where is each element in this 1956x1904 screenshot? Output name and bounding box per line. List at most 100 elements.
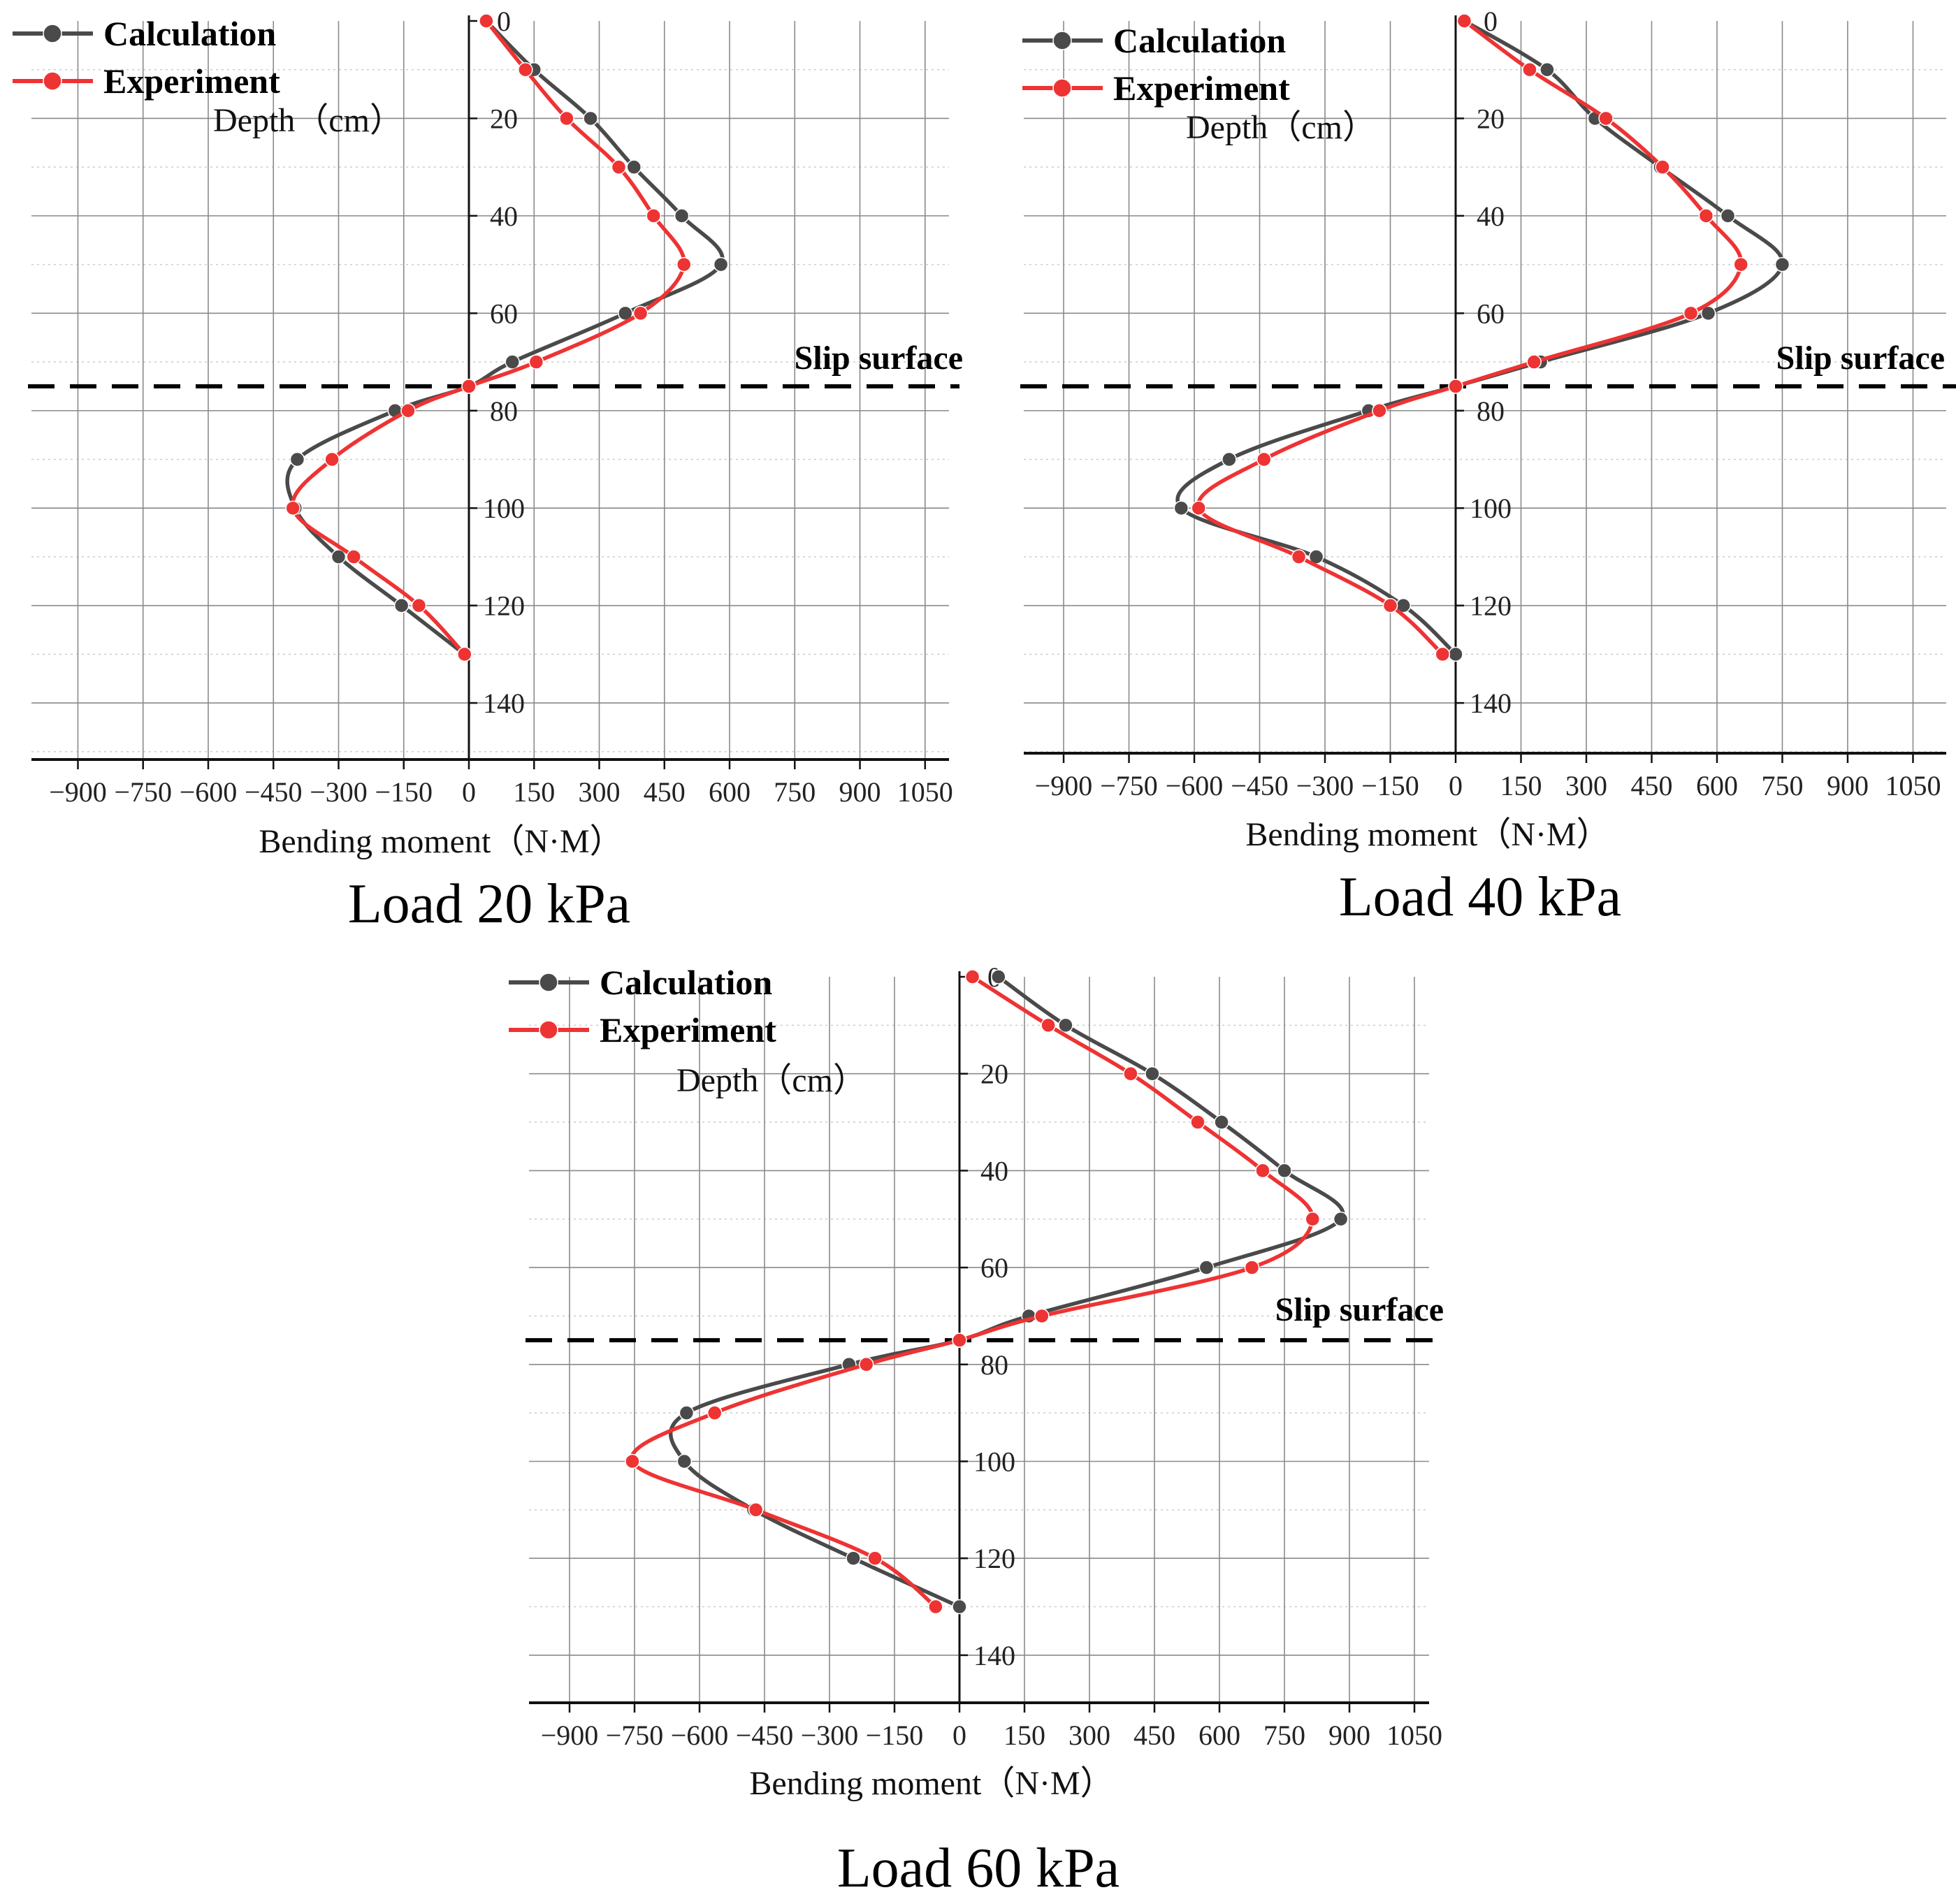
y-tick-label: 140 (1470, 688, 1512, 719)
x-tick-label: −750 (606, 1720, 664, 1751)
data-point (528, 354, 544, 370)
x-tick-label: 0 (462, 776, 476, 808)
data-point (1173, 500, 1189, 516)
chart-panel-2: −900 −750 −600 −450 −300 −150 0 150 300 450 600 750… (1020, 6, 1956, 928)
data-point (713, 256, 729, 272)
x-axis-title: Bending moment（N·M） (1245, 816, 1609, 853)
data-point (858, 1357, 874, 1372)
y-tick-label: 100 (973, 1446, 1015, 1478)
x-tick-label: −600 (671, 1720, 729, 1751)
y-tick-label: 80 (1477, 395, 1505, 427)
y-tick-label: 140 (483, 688, 525, 719)
data-point (1214, 1114, 1229, 1130)
y-tick-label: 60 (1477, 298, 1505, 329)
data-point (952, 1332, 967, 1348)
data-point (289, 451, 305, 467)
chart-panel-3: −900 −750 −600 −450 −300 −150 0 150 300 450 600 750… (509, 961, 1444, 1899)
legend-label: Experiment (103, 61, 280, 101)
data-point (411, 597, 427, 613)
x-tick-label: 900 (839, 776, 881, 808)
data-point (1522, 61, 1537, 78)
data-point (1372, 403, 1387, 419)
y-tick-label: 0 (1484, 6, 1498, 37)
data-point (676, 1453, 693, 1469)
y-tick-label: 40 (1477, 201, 1505, 232)
x-tick-label: −150 (1361, 770, 1419, 801)
data-point (324, 451, 340, 467)
data-point (991, 969, 1006, 984)
x-tick-label: 600 (709, 776, 751, 808)
data-point (625, 1453, 640, 1469)
y-axis-title: Depth（cm） (213, 102, 403, 139)
legend-swatch-marker (1052, 78, 1072, 98)
data-point (1683, 305, 1699, 321)
legend-label: Experiment (600, 1010, 776, 1049)
data-point (1382, 597, 1398, 613)
data-point (1655, 159, 1670, 175)
y-tick-label: 20 (980, 1059, 1008, 1090)
x-tick-label: 450 (644, 776, 686, 808)
data-point (1526, 354, 1542, 370)
data-point (611, 159, 627, 175)
slip-surface-label: Slip surface (1776, 340, 1945, 377)
x-tick-label: −450 (245, 776, 303, 808)
x-tick-label: 0 (1449, 770, 1463, 801)
y-tick-label: 80 (980, 1349, 1008, 1381)
x-tick-label: 450 (1133, 1720, 1175, 1751)
x-tick-label: 750 (1761, 770, 1803, 801)
data-point (1540, 61, 1555, 78)
data-point (632, 305, 649, 321)
x-tick-label: 1050 (897, 776, 953, 808)
x-tick-label: 150 (1500, 770, 1542, 801)
series-line (630, 975, 1315, 1608)
data-point (626, 159, 642, 175)
legend-label: Calculation (1113, 21, 1286, 60)
data-point (1058, 1017, 1073, 1033)
data-point (964, 969, 980, 984)
data-point (1191, 500, 1207, 516)
x-tick-label: 600 (1696, 770, 1738, 801)
data-point (1333, 1212, 1349, 1227)
data-point (457, 646, 472, 662)
x-tick-label: −300 (310, 776, 368, 808)
y-tick-label: 140 (973, 1640, 1015, 1671)
y-tick-label: 60 (980, 1252, 1008, 1284)
y-tick-label: 120 (973, 1543, 1015, 1574)
y-axis-title: Depth（cm） (676, 1062, 867, 1099)
data-point (346, 549, 361, 565)
data-point (1145, 1066, 1160, 1082)
y-tick-label: 80 (490, 395, 518, 427)
x-tick-label: −600 (180, 776, 238, 808)
data-point (1123, 1066, 1138, 1082)
x-tick-label: −600 (1166, 770, 1224, 801)
data-point (583, 110, 598, 126)
gridlines (31, 21, 949, 760)
x-tick-label: −900 (541, 1720, 599, 1751)
x-tick-label: −750 (1100, 770, 1158, 801)
legend-swatch-marker (539, 973, 558, 992)
y-tick-label: 100 (1470, 493, 1512, 524)
x-tick-label: 600 (1198, 1720, 1240, 1751)
data-point (676, 256, 692, 272)
data-point (1598, 110, 1614, 126)
legend-swatch-marker (1052, 31, 1072, 50)
x-tick-label: −450 (1231, 770, 1289, 801)
x-tick-label: 300 (579, 776, 621, 808)
data-point (1448, 646, 1463, 662)
x-tick-label: 750 (1263, 1720, 1305, 1751)
data-point (846, 1550, 861, 1566)
legend-label: Experiment (1113, 68, 1290, 108)
y-tick-label: 60 (490, 298, 518, 329)
data-point (1041, 1017, 1056, 1033)
data-point (1698, 208, 1714, 224)
data-point (952, 1599, 967, 1615)
x-tick-label: −900 (1035, 770, 1093, 801)
data-point (400, 403, 416, 419)
data-point (867, 1550, 883, 1566)
x-axis-title: Bending moment（N·M） (259, 823, 623, 860)
x-tick-label: 1050 (1885, 770, 1941, 801)
x-tick-label: 300 (1565, 770, 1607, 801)
data-point (674, 208, 690, 224)
data-point (1190, 1114, 1205, 1130)
